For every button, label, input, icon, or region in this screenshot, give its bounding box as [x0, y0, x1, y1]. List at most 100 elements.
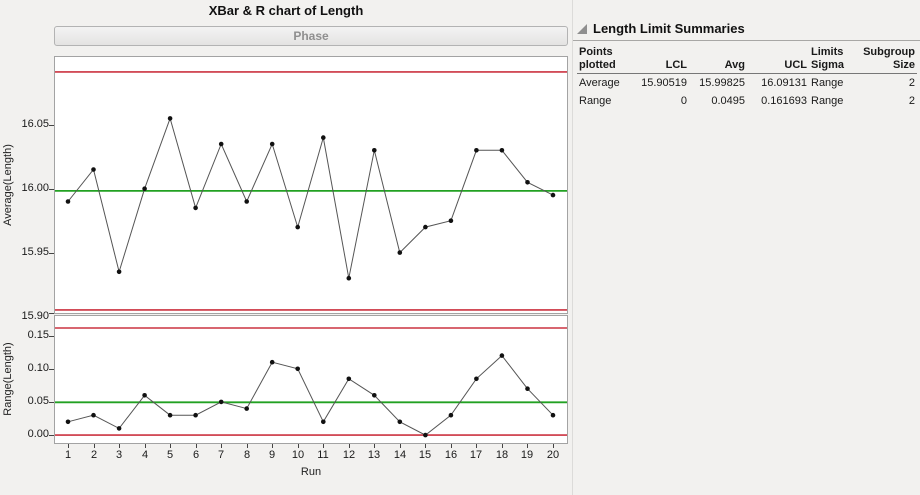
data-point[interactable]: [295, 366, 300, 372]
data-point[interactable]: [346, 376, 352, 382]
data-point[interactable]: [218, 399, 224, 405]
summary-cell: Range: [811, 76, 844, 89]
y-axis-tick: [49, 253, 54, 254]
summary-title-row: Length Limit Summaries: [577, 21, 745, 36]
data-point[interactable]: [244, 406, 249, 411]
disclosure-triangle-icon[interactable]: [577, 24, 587, 34]
x-axis-title: Run: [300, 466, 322, 478]
xbar-chart-svg: [55, 71, 567, 311]
data-point[interactable]: [65, 419, 71, 425]
data-point[interactable]: [550, 192, 556, 198]
data-point[interactable]: [142, 393, 147, 398]
data-point[interactable]: [525, 386, 530, 391]
y-tick-label: 0.15: [27, 329, 49, 341]
summary-title-underline: [573, 40, 920, 41]
x-tick-label: 14: [393, 449, 407, 461]
y-tick-label: 15.90: [21, 310, 49, 322]
x-axis-tick: [247, 444, 248, 448]
data-point[interactable]: [167, 116, 173, 121]
x-axis-tick: [323, 444, 324, 448]
x-axis-tick: [527, 444, 528, 448]
data-point[interactable]: [167, 412, 173, 418]
data-point[interactable]: [91, 167, 96, 172]
phase-axis-button[interactable]: Phase: [54, 26, 568, 46]
data-point[interactable]: [397, 419, 403, 425]
data-point[interactable]: [550, 412, 556, 418]
data-point[interactable]: [116, 426, 122, 431]
x-tick-label: 4: [141, 449, 149, 461]
x-axis-tick: [502, 444, 503, 448]
data-point[interactable]: [474, 148, 479, 153]
summary-cell: 15.99825: [699, 76, 745, 89]
data-point[interactable]: [116, 269, 122, 275]
data-point[interactable]: [244, 199, 249, 204]
data-point[interactable]: [448, 218, 454, 223]
y-axis-tick: [49, 336, 54, 337]
x-axis-tick: [221, 444, 222, 448]
data-point[interactable]: [269, 141, 275, 147]
data-point[interactable]: [499, 353, 505, 358]
data-point[interactable]: [372, 393, 377, 398]
summary-row: Average 15.90519 15.99825 16.09131 Range 2: [577, 74, 917, 93]
data-point[interactable]: [474, 376, 479, 382]
x-tick-label: 13: [367, 449, 381, 461]
summary-title: Length Limit Summaries: [593, 21, 745, 36]
x-axis-tick: [68, 444, 69, 448]
x-axis-tick: [170, 444, 171, 448]
data-point[interactable]: [372, 148, 377, 153]
data-point[interactable]: [448, 412, 454, 418]
summary-cell: 2: [908, 94, 915, 107]
data-point[interactable]: [321, 419, 326, 425]
x-tick-label: 1: [64, 449, 72, 461]
x-tick-label: 16: [444, 449, 458, 461]
data-point[interactable]: [346, 275, 352, 281]
data-point[interactable]: [397, 250, 403, 255]
summary-cell: Range: [579, 94, 612, 107]
data-point[interactable]: [193, 412, 198, 418]
x-tick-label: 15: [418, 449, 432, 461]
series-line: [67, 116, 554, 279]
data-point[interactable]: [321, 135, 326, 140]
data-point[interactable]: [142, 186, 147, 191]
y-axis-tick: [49, 125, 54, 126]
summary-row: Range 0 0.0495 0.161693 Range 2: [577, 92, 917, 110]
data-point[interactable]: [499, 148, 505, 153]
xbar-plot-area: [54, 56, 568, 314]
phase-label: Phase: [293, 29, 329, 43]
x-tick-label: 9: [268, 449, 276, 461]
x-axis-tick: [145, 444, 146, 448]
data-point[interactable]: [218, 141, 224, 147]
x-tick-label: 12: [342, 449, 356, 461]
data-point[interactable]: [65, 199, 71, 204]
data-point[interactable]: [193, 205, 198, 211]
summary-col-header: LCL: [631, 45, 689, 74]
x-tick-label: 10: [291, 449, 305, 461]
summary-panel: Length Limit Summaries Points plotted LCL…: [572, 0, 920, 495]
summary-cell: 0.0495: [711, 94, 745, 107]
summary-cell: 16.09131: [761, 76, 807, 89]
y-tick-label: 0.10: [27, 362, 49, 374]
summary-header-row: Points plotted LCL Avg UCL Limits Sigma Subgr…: [577, 45, 917, 74]
chart-panel: XBar & R chart of Length Phase Average(L…: [2, 3, 568, 478]
data-point[interactable]: [525, 180, 530, 185]
chart-title: XBar & R chart of Length: [208, 3, 364, 18]
x-tick-label: 2: [90, 449, 98, 461]
x-tick-label: 3: [115, 449, 123, 461]
range-chart-svg: [55, 327, 567, 438]
x-axis-tick: [272, 444, 273, 448]
data-point[interactable]: [423, 432, 428, 438]
data-point[interactable]: [91, 412, 96, 418]
summary-table: Points plotted LCL Avg UCL Limits Sigma Subgr…: [577, 45, 917, 110]
summary-cell: Average: [579, 76, 620, 89]
summary-cell: 2: [908, 76, 915, 89]
y-tick-label: 0.00: [27, 428, 49, 440]
x-tick-label: 19: [520, 449, 534, 461]
data-point[interactable]: [295, 224, 300, 230]
summary-cell: 15.90519: [641, 76, 687, 89]
data-point[interactable]: [269, 359, 275, 365]
y-axis-tick: [49, 369, 54, 370]
data-point[interactable]: [423, 224, 428, 230]
x-tick-label: 5: [166, 449, 174, 461]
y-axis-tick: [49, 402, 54, 403]
